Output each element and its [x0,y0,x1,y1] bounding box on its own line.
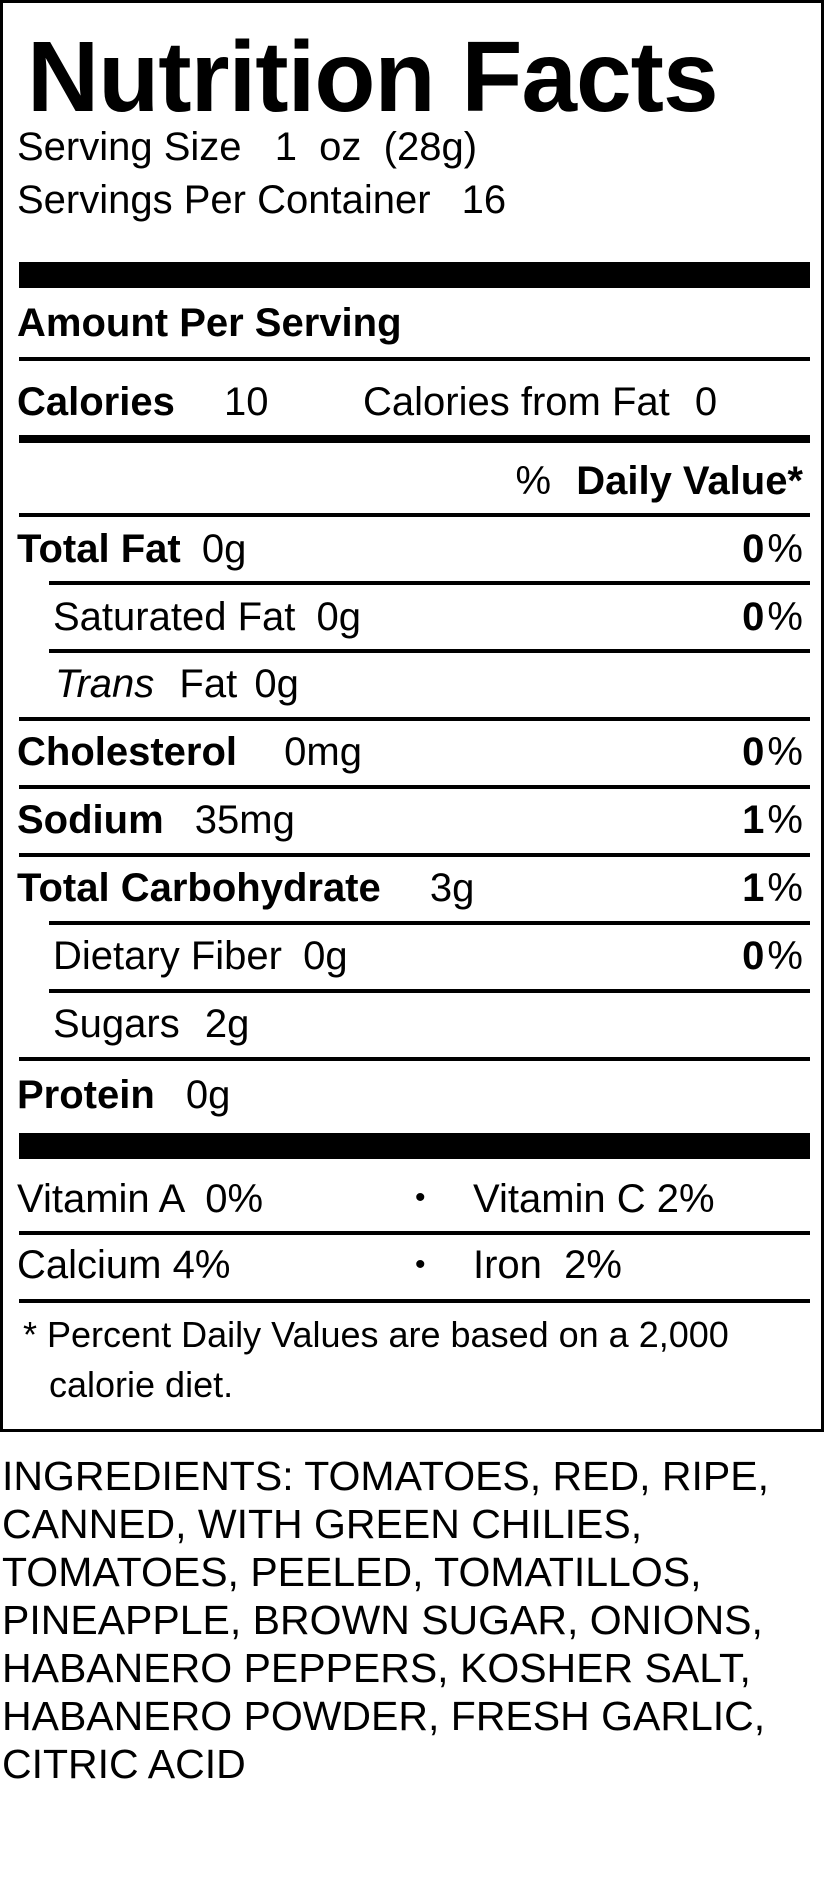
cholesterol-pct: 0 [742,730,765,774]
saturated-fat-pct-sign: % [767,595,803,639]
cholesterol-pct-sign: % [767,730,803,774]
dietary-fiber-dv: 0% [742,932,803,980]
sugars-row: Sugars 2g [53,1000,249,1048]
saturated-fat-label: Saturated Fat [53,595,296,639]
total-fat-dv: 0% [742,525,803,573]
trans-fat-label-italic: Trans [55,662,155,706]
divider [19,1299,810,1303]
thick-divider-bottom [19,1133,810,1159]
total-fat-amount: 0g [201,527,247,571]
saturated-fat-row: Saturated Fat 0g [53,593,361,641]
total-carbohydrate-pct-sign: % [767,866,803,910]
calcium: Calcium 4% [17,1243,231,1287]
sodium-pct: 1 [742,798,765,842]
saturated-fat-pct: 0 [742,595,765,639]
protein-amount: 0g [185,1073,231,1117]
total-fat-label: Total Fat [17,527,181,571]
calories-from-fat-row: Calories from Fat 0 [363,378,717,426]
bullet-separator: • [415,1181,426,1214]
protein-row: Protein 0g [17,1071,230,1119]
servings-value: 16 [461,178,507,222]
trans-fat-amount: 0g [254,662,299,706]
protein-label: Protein [17,1073,155,1117]
iron: Iron 2% [473,1243,622,1287]
total-carbohydrate-amount: 3g [429,866,475,910]
saturated-fat-dv: 0% [742,593,803,641]
calories-from-fat-label: Calories from Fat [363,380,670,424]
divider [49,921,810,925]
serving-size-value: 1 oz (28g) [274,125,478,169]
trans-fat-row: Trans Fat 0g [55,660,299,708]
total-fat-pct: 0 [742,527,765,571]
saturated-fat-amount: 0g [316,595,362,639]
sodium-label: Sodium [17,798,164,842]
medium-divider [19,435,810,443]
calories-label: Calories [17,380,175,424]
sodium-amount: 35mg [194,798,295,842]
total-carbohydrate-pct: 1 [742,866,765,910]
servings-label: Servings Per Container [17,178,431,222]
sugars-amount: 2g [204,1002,250,1046]
total-fat-pct-sign: % [767,527,803,571]
divider [49,989,810,993]
ingredients-text: INGREDIENTS: TOMATOES, RED, RIPE, CANNED… [2,1453,769,1787]
sodium-pct-sign: % [767,798,803,842]
vitamin-a: Vitamin A 0% [17,1177,264,1221]
footnote-line-1: * Percent Daily Values are based on a 2,… [23,1314,729,1355]
total-carbohydrate-row: Total Carbohydrate 3g [17,864,474,912]
divider [49,649,810,653]
cholesterol-label: Cholesterol [17,730,238,774]
thick-divider-top [19,262,810,288]
daily-value-label: Daily Value* [576,459,803,503]
dietary-fiber-amount: 0g [303,934,348,978]
sodium-row: Sodium 35mg [17,796,295,844]
cholesterol-dv: 0% [742,728,803,776]
divider [19,513,810,517]
bullet-separator: • [415,1248,426,1281]
total-carbohydrate-label: Total Carbohydrate [17,866,381,910]
dietary-fiber-row: Dietary Fiber 0g [53,932,348,980]
label-title: Nutrition Facts [27,21,719,133]
divider [19,1231,810,1235]
sugars-label: Sugars [53,1002,180,1046]
daily-value-percent-sign: % [515,459,552,503]
dietary-fiber-pct-sign: % [767,934,803,978]
serving-size-row: Serving Size 1 oz (28g) [17,123,477,171]
divider [19,853,810,857]
total-fat-row: Total Fat 0g [17,525,246,573]
cholesterol-row: Cholesterol 0mg [17,728,362,776]
footnote-line-2: calorie diet. [49,1364,234,1405]
calories-from-fat-value: 0 [694,380,718,424]
sodium-dv: 1% [742,796,803,844]
dietary-fiber-label: Dietary Fiber [53,934,282,978]
dietary-fiber-pct: 0 [742,934,765,978]
divider [19,1057,810,1061]
daily-value-header: % Daily Value* [516,457,804,505]
cholesterol-amount: 0mg [284,730,362,774]
calories-value: 10 [223,380,269,424]
divider [49,581,810,585]
amount-per-serving: Amount Per Serving [17,301,402,345]
total-carbohydrate-dv: 1% [742,864,803,912]
calories-row: Calories 10 [17,378,268,426]
servings-per-container-row: Servings Per Container 16 [17,176,506,224]
divider [19,357,810,361]
serving-size-label: Serving Size [17,125,242,169]
nutrition-facts-panel: Nutrition Facts Serving Size 1 oz (28g) … [0,0,824,1432]
divider [19,785,810,789]
trans-fat-label: Fat [179,662,238,706]
divider [19,717,810,721]
vitamin-c: Vitamin C 2% [473,1177,715,1221]
